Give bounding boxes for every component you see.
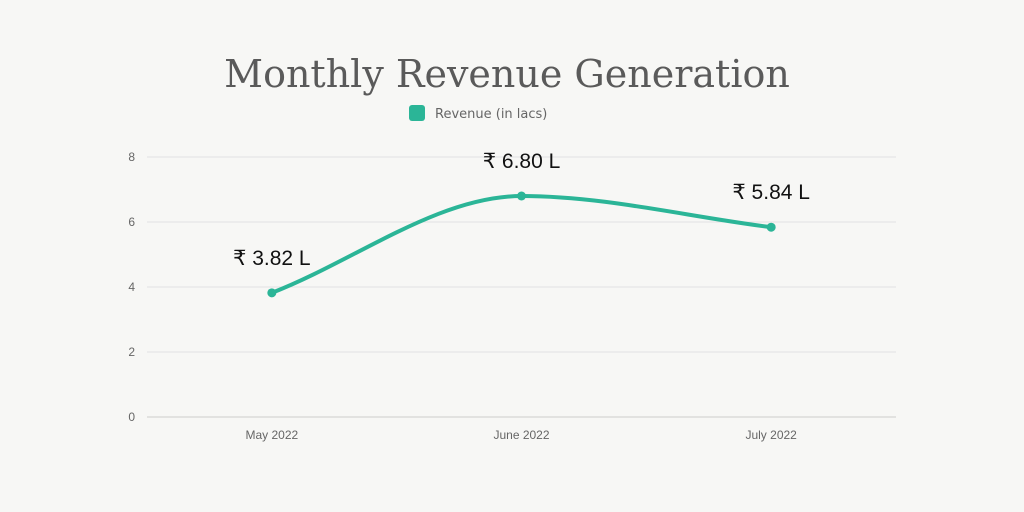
y-tick-label: 8 xyxy=(128,150,135,164)
data-point xyxy=(517,191,526,201)
y-tick-label: 6 xyxy=(128,215,135,229)
data-point xyxy=(267,288,277,298)
data-label: ₹ 6.80 L xyxy=(483,150,561,173)
data-point xyxy=(766,222,776,232)
legend-label: Revenue (in lacs) xyxy=(435,107,547,122)
data-label: ₹ 5.84 L xyxy=(732,181,810,204)
y-tick-label: 4 xyxy=(128,280,135,294)
x-tick-label: May 2022 xyxy=(245,428,298,442)
data-labels: ₹ 3.82 L ₹ 6.80 L ₹ 5.84 L xyxy=(233,150,810,270)
series-line xyxy=(269,194,774,295)
grid xyxy=(147,156,896,418)
x-tick-label: June 2022 xyxy=(493,428,549,442)
chart-title: Monthly Revenue Generation xyxy=(224,52,790,96)
series-revenue xyxy=(267,191,776,298)
y-tick-label: 0 xyxy=(128,410,135,424)
legend-swatch xyxy=(409,105,425,121)
legend: Revenue (in lacs) xyxy=(409,105,547,122)
y-tick-label: 2 xyxy=(128,345,135,359)
x-tick-label: July 2022 xyxy=(745,428,797,442)
data-label: ₹ 3.82 L xyxy=(233,247,311,270)
axes: 0 2 4 6 8 May 2022 June 2022 July 2022 xyxy=(128,150,797,442)
